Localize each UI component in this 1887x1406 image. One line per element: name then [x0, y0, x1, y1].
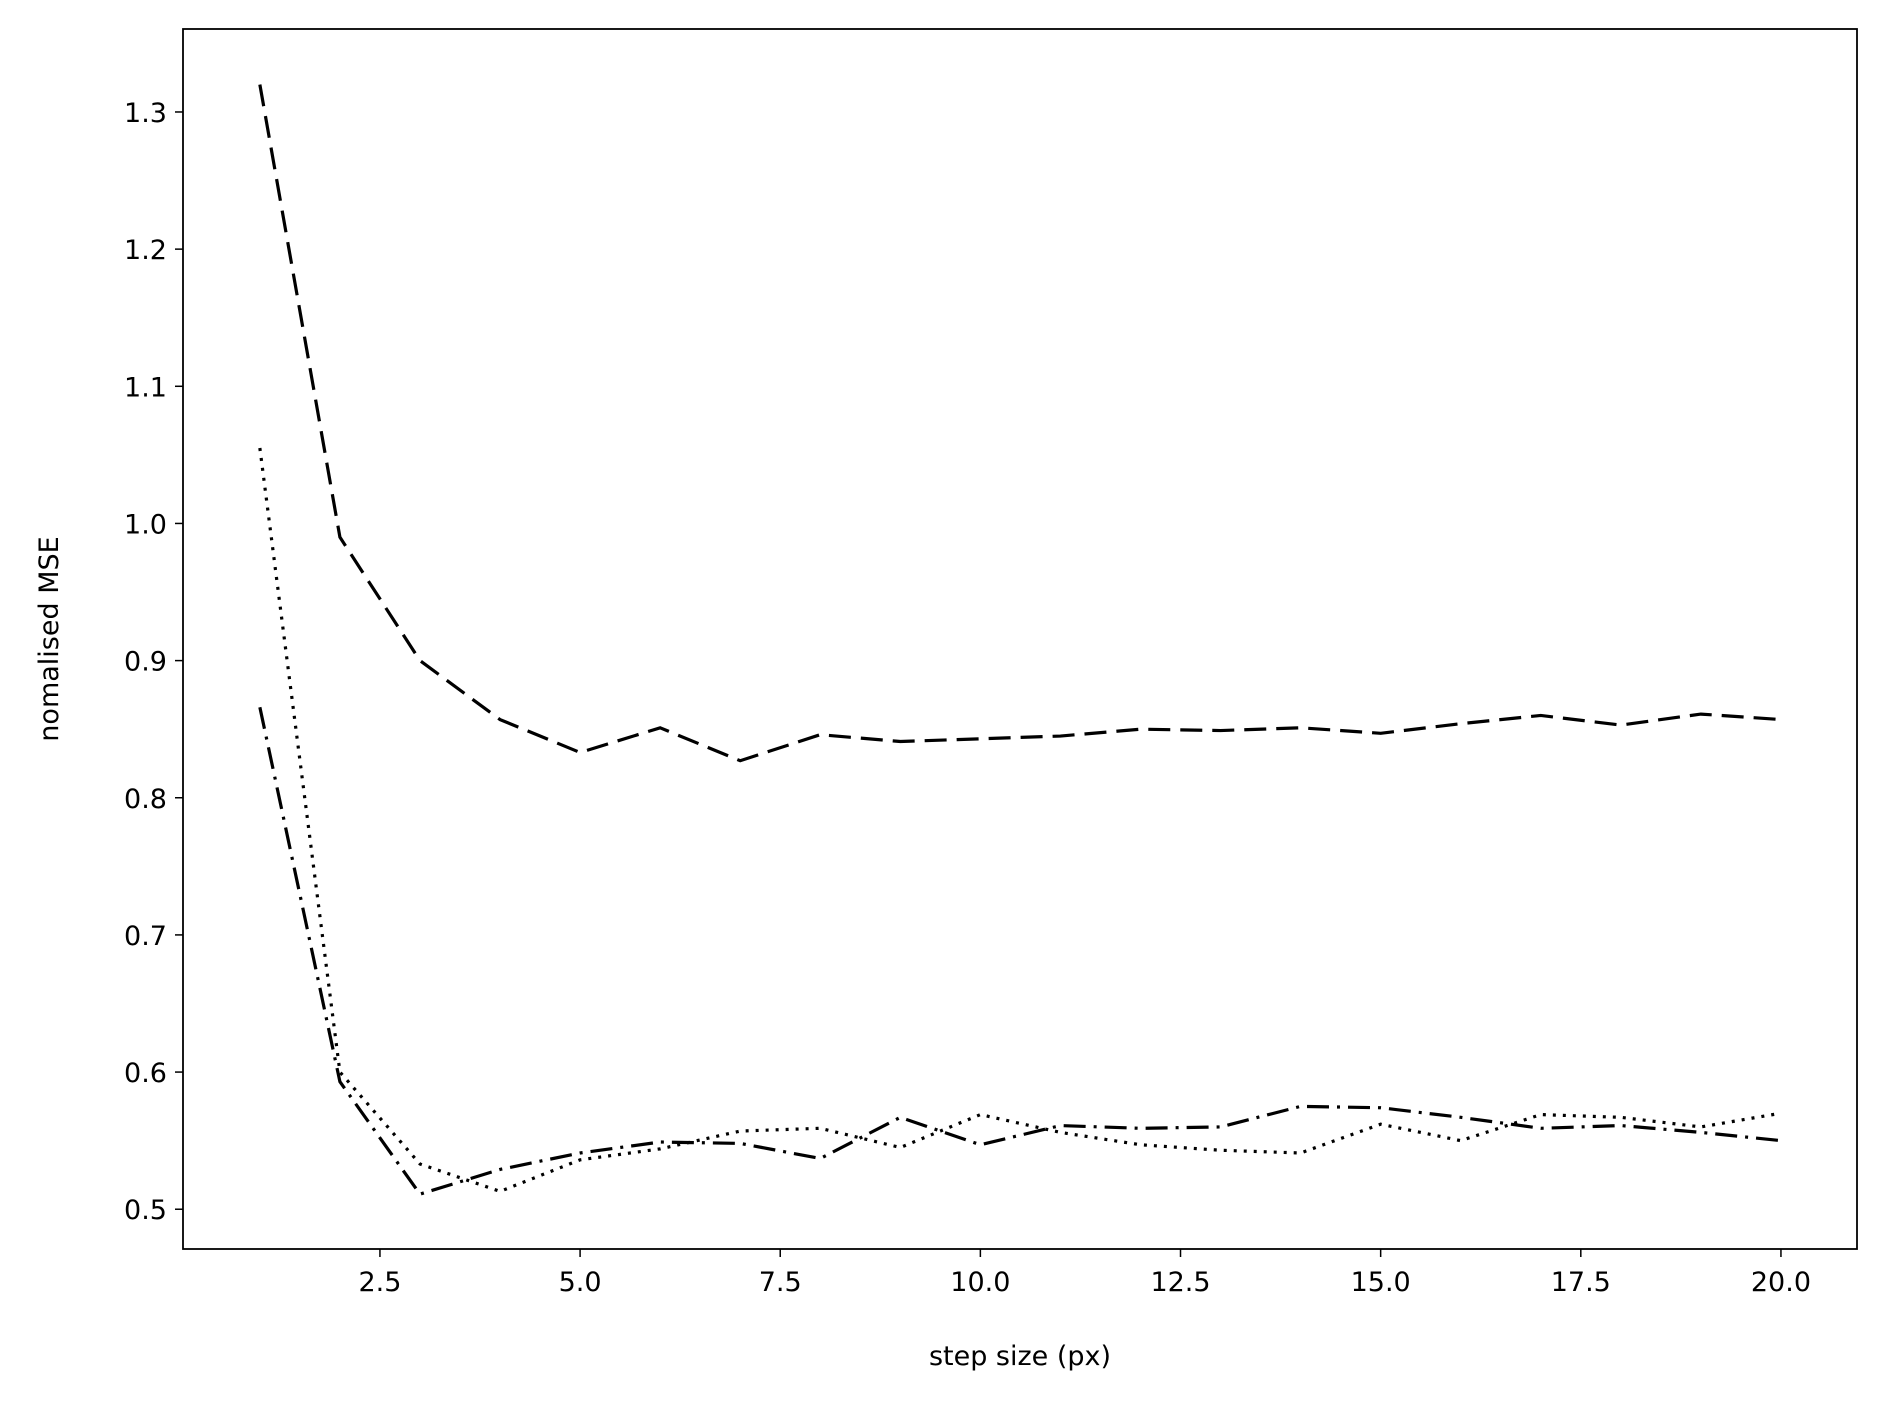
x-tick-label: 5.0 — [559, 1267, 602, 1298]
x-tick-label: 17.5 — [1551, 1267, 1611, 1298]
y-tick-label: 1.1 — [124, 372, 167, 403]
y-tick-label: 1.3 — [124, 98, 167, 129]
y-tick-label: 0.6 — [124, 1058, 167, 1089]
y-tick-label: 0.8 — [124, 784, 167, 815]
y-tick-label: 1.0 — [124, 509, 167, 540]
x-tick-label: 7.5 — [759, 1267, 802, 1298]
x-tick-label: 10.0 — [950, 1267, 1010, 1298]
x-tick-label: 2.5 — [358, 1267, 401, 1298]
y-tick-label: 1.2 — [124, 235, 167, 266]
y-tick-label: 0.7 — [124, 921, 167, 952]
x-tick-label: 12.5 — [1150, 1267, 1210, 1298]
line — [258, 447, 1782, 1194]
line — [258, 84, 1782, 763]
line — [258, 706, 1782, 1197]
x-tick-label: 20.0 — [1751, 1267, 1811, 1298]
plot-frame — [182, 28, 1858, 1250]
y-tick-label: 0.9 — [124, 647, 167, 678]
x-axis-label: step size (px) — [929, 1341, 1111, 1372]
y-tick-label: 0.5 — [124, 1195, 167, 1226]
y-axis-label: nomalised MSE — [34, 536, 65, 741]
x-tick-label: 15.0 — [1351, 1267, 1411, 1298]
